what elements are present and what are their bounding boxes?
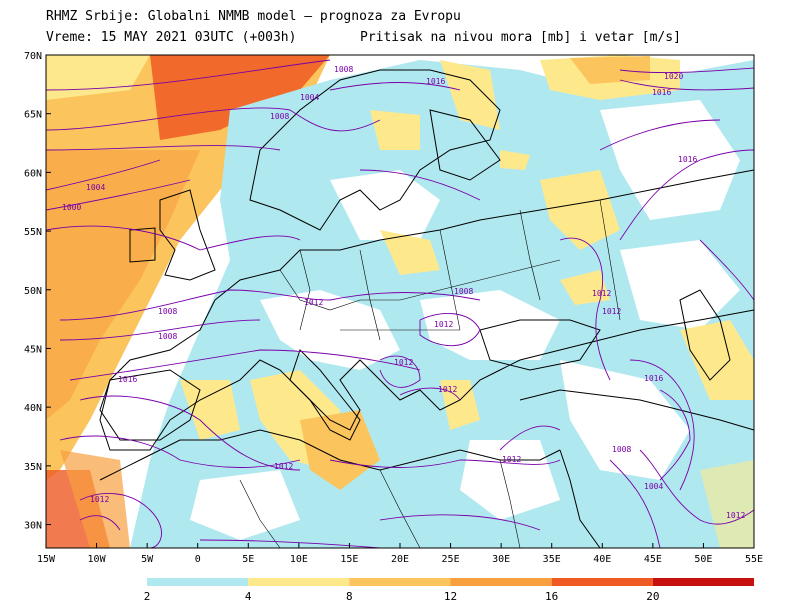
longitude-label: 0: [195, 554, 201, 565]
latitude-label: 45N: [24, 344, 42, 355]
longitude-label: 10W: [88, 554, 107, 565]
legend-tick-label: 16: [545, 590, 558, 600]
longitude-label: 50E: [694, 554, 712, 565]
longitude-label: 15W: [37, 554, 56, 565]
isobar-label: 1004: [86, 183, 105, 192]
isobar-label: 1004: [644, 482, 663, 491]
isobar-label: 1016: [652, 88, 671, 97]
isobar-label: 1012: [592, 289, 611, 298]
isobar-label: 1016: [118, 375, 137, 384]
isobar-label: 1012: [274, 462, 293, 471]
longitude-axis: 15W 10W 5W 0 5E 10E 15E 20E 25E 30E 35E 40E 45E 50E 55…: [37, 543, 763, 565]
wind-speed-legend: 2 4 8 12 16 20: [144, 578, 754, 600]
isobar-label: 1016: [426, 77, 445, 86]
isobar-label: 1012: [304, 298, 323, 307]
isobar-label: 1000: [62, 203, 81, 212]
isobar-label: 1008: [612, 445, 631, 454]
isobar-label: 1012: [726, 511, 745, 520]
longitude-label: 45E: [644, 554, 662, 565]
isobar-label: 1020: [664, 72, 683, 81]
forecast-time: Vreme: 15 MAY 2021 03UTC (+003h): [46, 30, 297, 45]
isobar-label: 1008: [334, 65, 353, 74]
isobar-label: 1016: [678, 155, 697, 164]
legend-tick-label: 8: [346, 590, 353, 600]
legend-tick-label: 4: [245, 590, 252, 600]
isobar-labels: 1020 1016 1016 1008 1004 1008 1004 1000 …: [62, 65, 745, 520]
latitude-label: 70N: [24, 51, 42, 62]
latitude-label: 35N: [24, 462, 42, 473]
legend-color-swatch: [652, 578, 754, 586]
legend-tick-label: 20: [646, 590, 659, 600]
longitude-label: 10E: [290, 554, 308, 565]
latitude-label: 50N: [24, 286, 42, 297]
longitude-label: 35E: [543, 554, 561, 565]
borders: [239, 199, 621, 549]
isobars: [45, 59, 755, 549]
longitude-label: 5E: [242, 554, 254, 565]
isobar-label: 1012: [502, 455, 521, 464]
latitude-axis: 70N 65N 60N 55N 50N 45N 40N 35N 30N: [24, 51, 51, 532]
longitude-label: 40E: [593, 554, 611, 565]
longitude-label: 20E: [391, 554, 409, 565]
latitude-label: 65N: [24, 110, 42, 121]
legend-color-swatch: [450, 578, 552, 586]
wind-shading: [46, 55, 754, 548]
isobar-label: 1012: [438, 385, 457, 394]
isobar-label: 1012: [90, 495, 109, 504]
longitude-label: 15E: [340, 554, 358, 565]
isobar-label: 1016: [644, 374, 663, 383]
legend-color-swatch: [248, 578, 350, 586]
latitude-label: 40N: [24, 403, 42, 414]
isobar-label: 1012: [394, 358, 413, 367]
longitude-label: 5W: [141, 554, 154, 565]
latitude-label: 60N: [24, 168, 42, 179]
latitude-label: 55N: [24, 227, 42, 238]
isobar-label: 1008: [454, 287, 473, 296]
legend-color-swatch: [147, 578, 249, 586]
isobar-label: 1012: [434, 320, 453, 329]
isobar-label: 1008: [270, 112, 289, 121]
legend-color-swatch: [349, 578, 451, 586]
legend-tick-label: 12: [444, 590, 457, 600]
isobar-label: 1004: [300, 93, 319, 102]
legend-color-swatch: [551, 578, 653, 586]
map-title: RHMZ Srbije: Globalni NMMB model – progn…: [46, 9, 461, 24]
longitude-label: 25E: [442, 554, 460, 565]
isobar-label: 1008: [158, 332, 177, 341]
isobar-label: 1008: [158, 307, 177, 316]
longitude-label: 55E: [745, 554, 763, 565]
legend-tick-label: 2: [144, 590, 151, 600]
isobar-label: 1012: [602, 307, 621, 316]
latitude-label: 30N: [24, 521, 42, 532]
longitude-label: 30E: [492, 554, 510, 565]
field-description: Pritisak na nivou mora [mb] i vetar [m/s…: [360, 30, 681, 45]
